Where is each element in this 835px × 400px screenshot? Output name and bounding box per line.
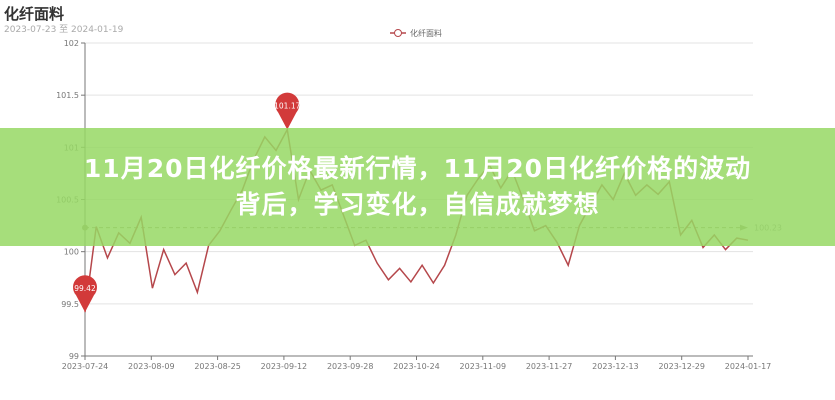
min-marker-label: 99.42 [74,284,96,293]
legend[interactable]: 化纤面料 [390,28,442,38]
max-marker-pin-icon [275,92,300,130]
x-tick-label: 2023-11-27 [526,362,573,371]
y-tick-label: 100 [64,248,79,257]
headline-line-1: 11月20日化纤价格最新行情，11月20日化纤价格的波动 [83,154,752,183]
x-tick-label: 2023-11-09 [460,362,507,371]
legend-marker-icon [394,29,402,37]
y-tick-label: 101.5 [56,91,79,100]
x-tick-label: 2023-12-13 [592,362,639,371]
date-range: 2023-07-23 至 2024-01-19 [4,25,124,35]
x-tick-label: 2023-10-24 [393,362,440,371]
x-tick-label: 2023-09-28 [327,362,374,371]
y-tick-label: 102 [64,39,79,48]
x-tick-label: 2023-08-25 [194,362,241,371]
x-tick-label: 2023-12-29 [658,362,705,371]
y-tick-label: 99.5 [61,300,79,309]
x-tick-label: 2024-01-17 [725,362,772,371]
y-tick-label: 99 [69,352,79,361]
min-marker-pin-icon [73,275,98,313]
max-marker-label: 101.17 [274,102,300,111]
x-tick-label: 2023-09-12 [261,362,308,371]
headline-line-2: 背后，学习变化，自信成就梦想 [235,190,600,219]
x-tick-label: 2023-07-24 [62,362,109,371]
x-tick-label: 2023-08-09 [128,362,175,371]
headline-banner: 11月20日化纤价格最新行情，11月20日化纤价格的波动 背后，学习变化，自信成… [0,128,835,246]
legend-label: 化纤面料 [410,28,442,38]
page-title: 化纤面料 [4,5,65,23]
